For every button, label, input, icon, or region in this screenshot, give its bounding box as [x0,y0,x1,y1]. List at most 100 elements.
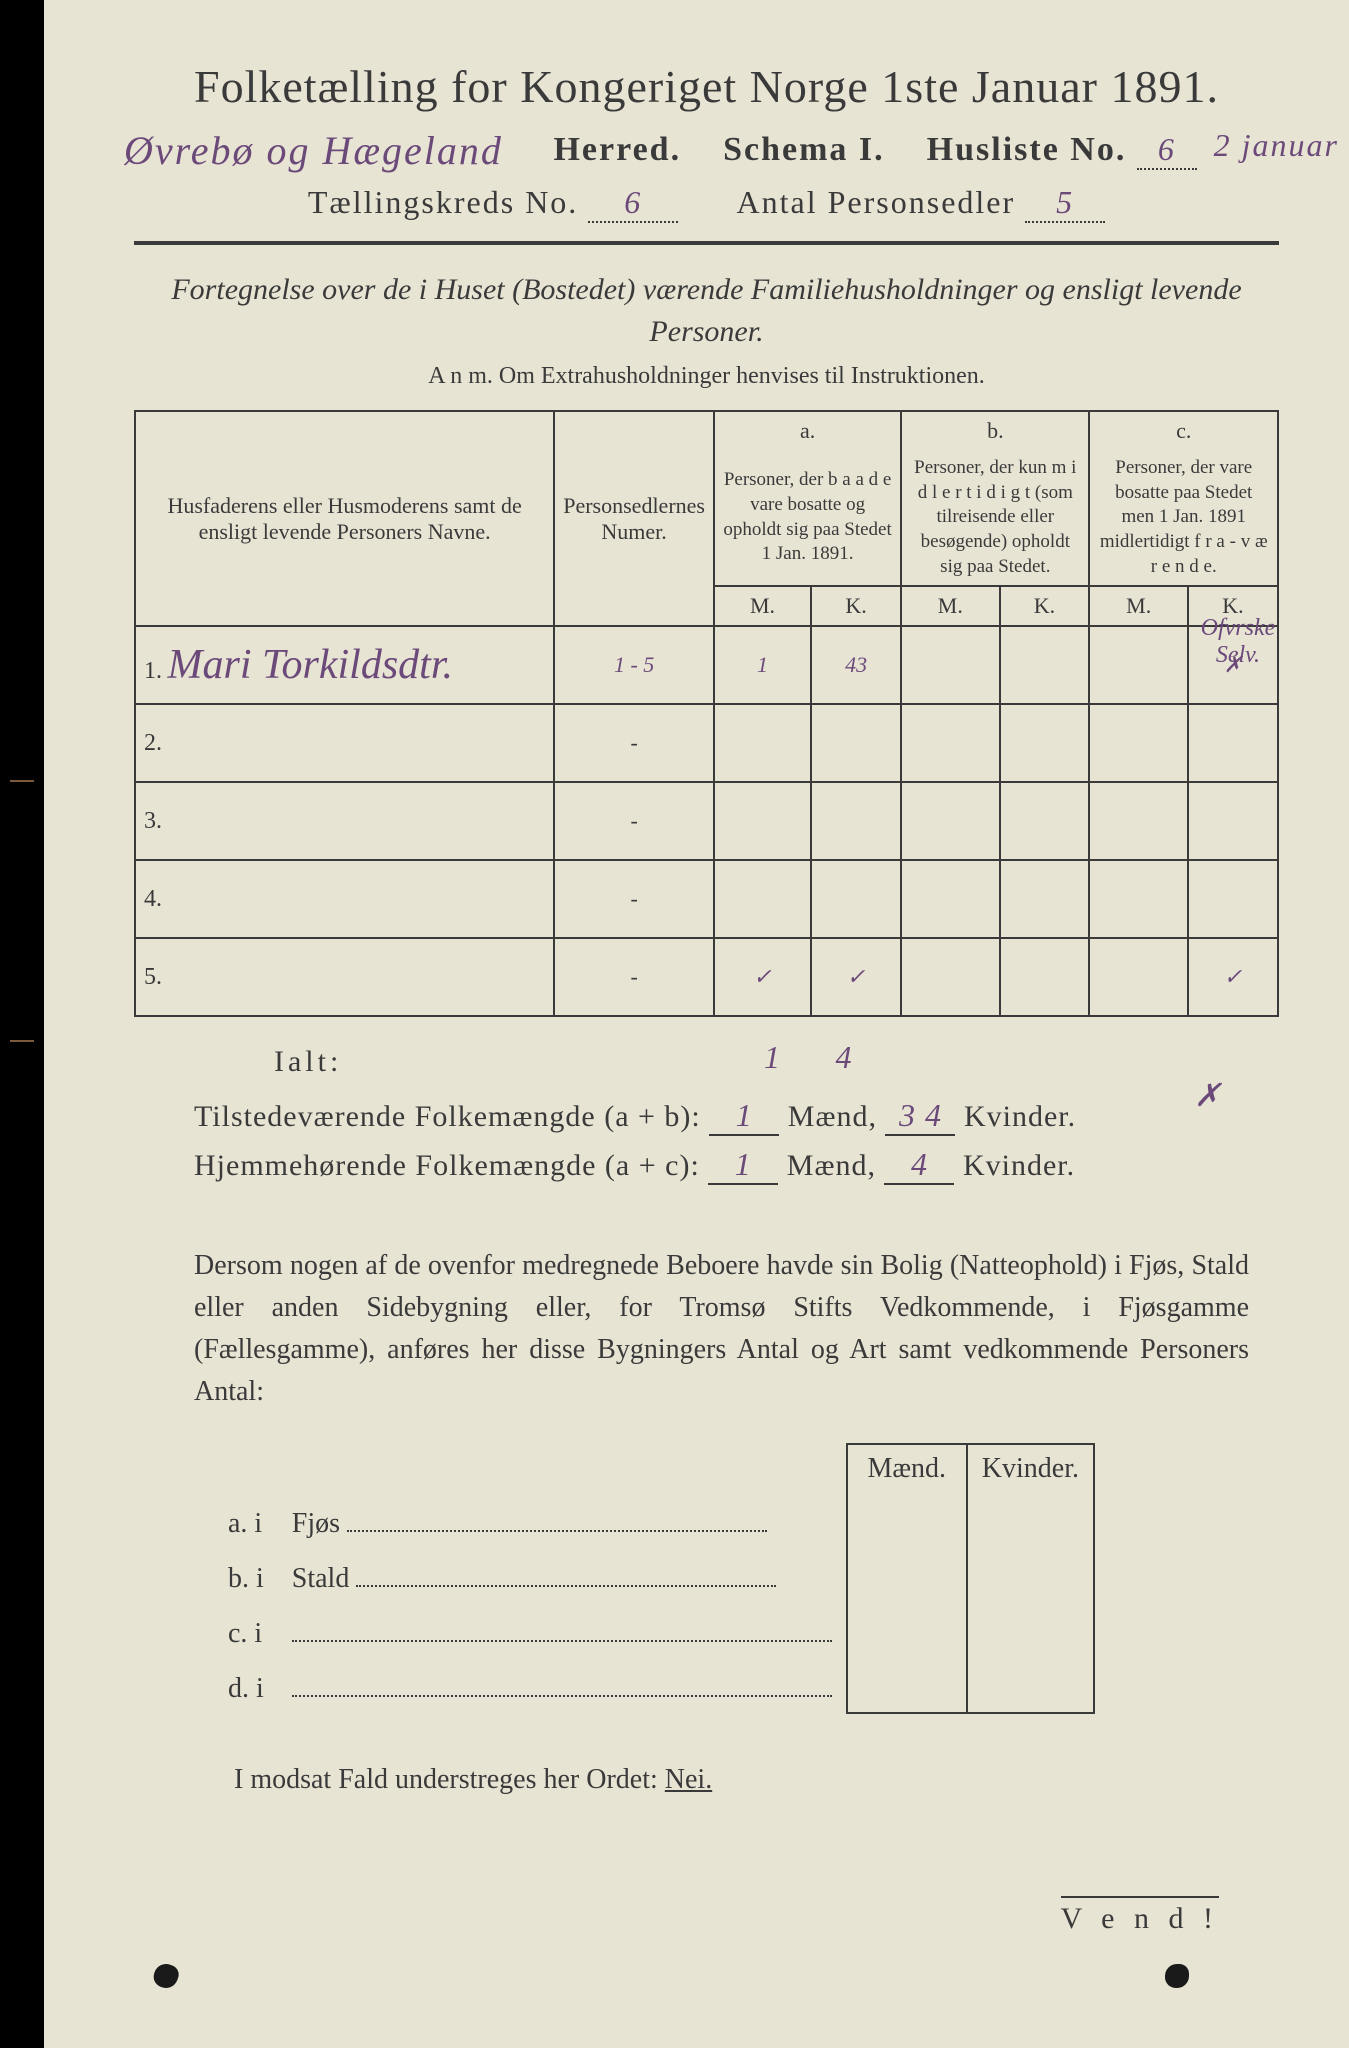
cell-cM [1089,782,1187,860]
col-c-label: c. [1089,411,1278,450]
col-c-K: K. Ofvrske Selv. [1188,586,1278,626]
sidebyg-m [847,1658,967,1713]
cell-aK [811,782,901,860]
num-hw: - [554,860,714,938]
ialt-cK: ✗ [1194,1077,1225,1113]
cell-bK [1000,626,1090,704]
cell-bM [901,626,999,704]
sidebyg-name: Stald [292,1563,350,1594]
table-row: 5. - ✓ ✓ ✓ [135,938,1278,1016]
table-row: 4. - [135,860,1278,938]
kreds-value: 6 [588,184,678,223]
ialt-row: Ialt: 1 4 ✗ [274,1045,1279,1079]
row-number: 4. [144,886,162,912]
num-hw: - [554,782,714,860]
herred-label: Herred. [553,131,681,168]
sidebyg-lbl: a. i [214,1493,278,1548]
cell-bK [1000,782,1090,860]
col-b-label: b. [901,411,1089,450]
kreds-label: Tællingskreds No. [308,184,578,220]
num-hw: 1 - 5 [554,626,714,704]
sidebyg-lbl: b. i [214,1548,278,1603]
cell-cM [1089,860,1187,938]
sidebyg-paragraph: Dersom nogen af de ovenfor medregnede Be… [194,1245,1249,1413]
col-b-header: Personer, der kun m i d l e r t i d i g … [901,450,1089,586]
antal-label: Antal Personsedler [737,184,1016,220]
sidebyg-table: Mænd. Kvinder. a. i Fjøs b. i Stald c. i… [214,1443,1095,1713]
sidebyg-lbl: c. i [214,1603,278,1658]
col-c-text: Personer, der vare bosatte paa Stedet me… [1100,457,1268,577]
col-num-text: Personsedlernes Numer. [563,493,705,544]
sidebyg-m [847,1548,967,1603]
cell-bM [901,782,999,860]
table-row: 3. - [135,782,1278,860]
col-b-M: M. [901,586,999,626]
sidebyg-row: d. i [214,1658,1094,1713]
hjem-label: Hjemmehørende Folkemængde (a + c): [194,1149,700,1182]
sidebyg-m [847,1493,967,1548]
nei-line: I modsat Fald understreges her Ordet: Ne… [234,1764,1279,1796]
cell-aM: ✓ [714,938,811,1016]
cell-cM [1089,938,1187,1016]
sidebyg-kvinder-header: Kvinder. [967,1444,1094,1493]
header-line-3: Tællingskreds No. 6 Antal Personsedler 5 [134,184,1279,223]
cell-bK [1000,860,1090,938]
cell-aM [714,782,811,860]
cell-bK [1000,704,1090,782]
sidebyg-k [967,1658,1094,1713]
col-a-M: M. [714,586,811,626]
document-page: Folketælling for Kongeriget Norge 1ste J… [44,0,1349,2048]
cell-cK [1188,860,1278,938]
tilstede-label: Tilstedeværende Folkemængde (a + b): [194,1100,701,1133]
census-table: Husfaderens eller Husmoderens samt de en… [134,410,1279,1017]
hjem-K: 4 [884,1146,954,1185]
row-number: 1. [144,658,162,684]
table-row: 2. - [135,704,1278,782]
cell-bK [1000,938,1090,1016]
dots [292,1611,832,1642]
cell-bM [901,860,999,938]
cell-cK [1188,704,1278,782]
husliste-label: Husliste No. [927,131,1127,168]
table-row: 1. Mari Torkildsdtr. 1 - 5 1 43 ✗ [135,626,1278,704]
header-line-2: Øvrebø og Hægeland Øvrebø og Hægeland He… [134,131,1279,170]
row-number: 5. [144,964,162,990]
herred-handwritten: Øvrebø og Hægeland [124,127,503,174]
sidebyg-k [967,1603,1094,1658]
ialt-label: Ialt: [274,1045,342,1078]
antal-value: 5 [1025,184,1105,223]
sidebyg-k [967,1493,1094,1548]
divider-rule [134,241,1279,245]
row-number: 2. [144,730,162,756]
cell-aK [811,860,901,938]
inkblot [1165,1964,1189,1988]
sidebyg-row: c. i [214,1603,1094,1658]
cell-cM [1089,626,1187,704]
kvinder-label: Kvinder. [963,1149,1075,1182]
dots [356,1556,776,1587]
col-c-M: M. [1089,586,1187,626]
scan-edge [0,0,44,2048]
sidebyg-k [967,1548,1094,1603]
cell-aK: 43 [811,626,901,704]
col-c-header: Personer, der vare bosatte paa Stedet me… [1089,450,1278,586]
husliste-extra-handwritten: 2 januar [1214,127,1339,164]
sidebyg-row: a. i Fjøs [214,1493,1094,1548]
schema-label: Schema I. [723,131,885,168]
vend-label: V e n d ! [1061,1896,1219,1936]
cell-aK: ✓ [811,938,901,1016]
cell-cM [1089,704,1187,782]
husliste-no-value: 6 [1137,131,1197,170]
sidebyg-m [847,1603,967,1658]
col-name-header: Husfaderens eller Husmoderens samt de en… [135,411,554,626]
row-number: 3. [144,808,162,834]
col-name-text: Husfaderens eller Husmoderens samt de en… [167,493,521,544]
cell-aK [811,704,901,782]
cell-aM: 1 [714,626,811,704]
col-num-header: Personsedlernes Numer. [554,411,714,626]
sidebyg-lbl: d. i [214,1658,278,1713]
inkblot [151,1961,182,1992]
nei-text: I modsat Fald understreges her Ordet: [234,1764,665,1795]
dots [292,1666,832,1697]
name-hw: Mari Torkildsdtr. [168,642,454,688]
